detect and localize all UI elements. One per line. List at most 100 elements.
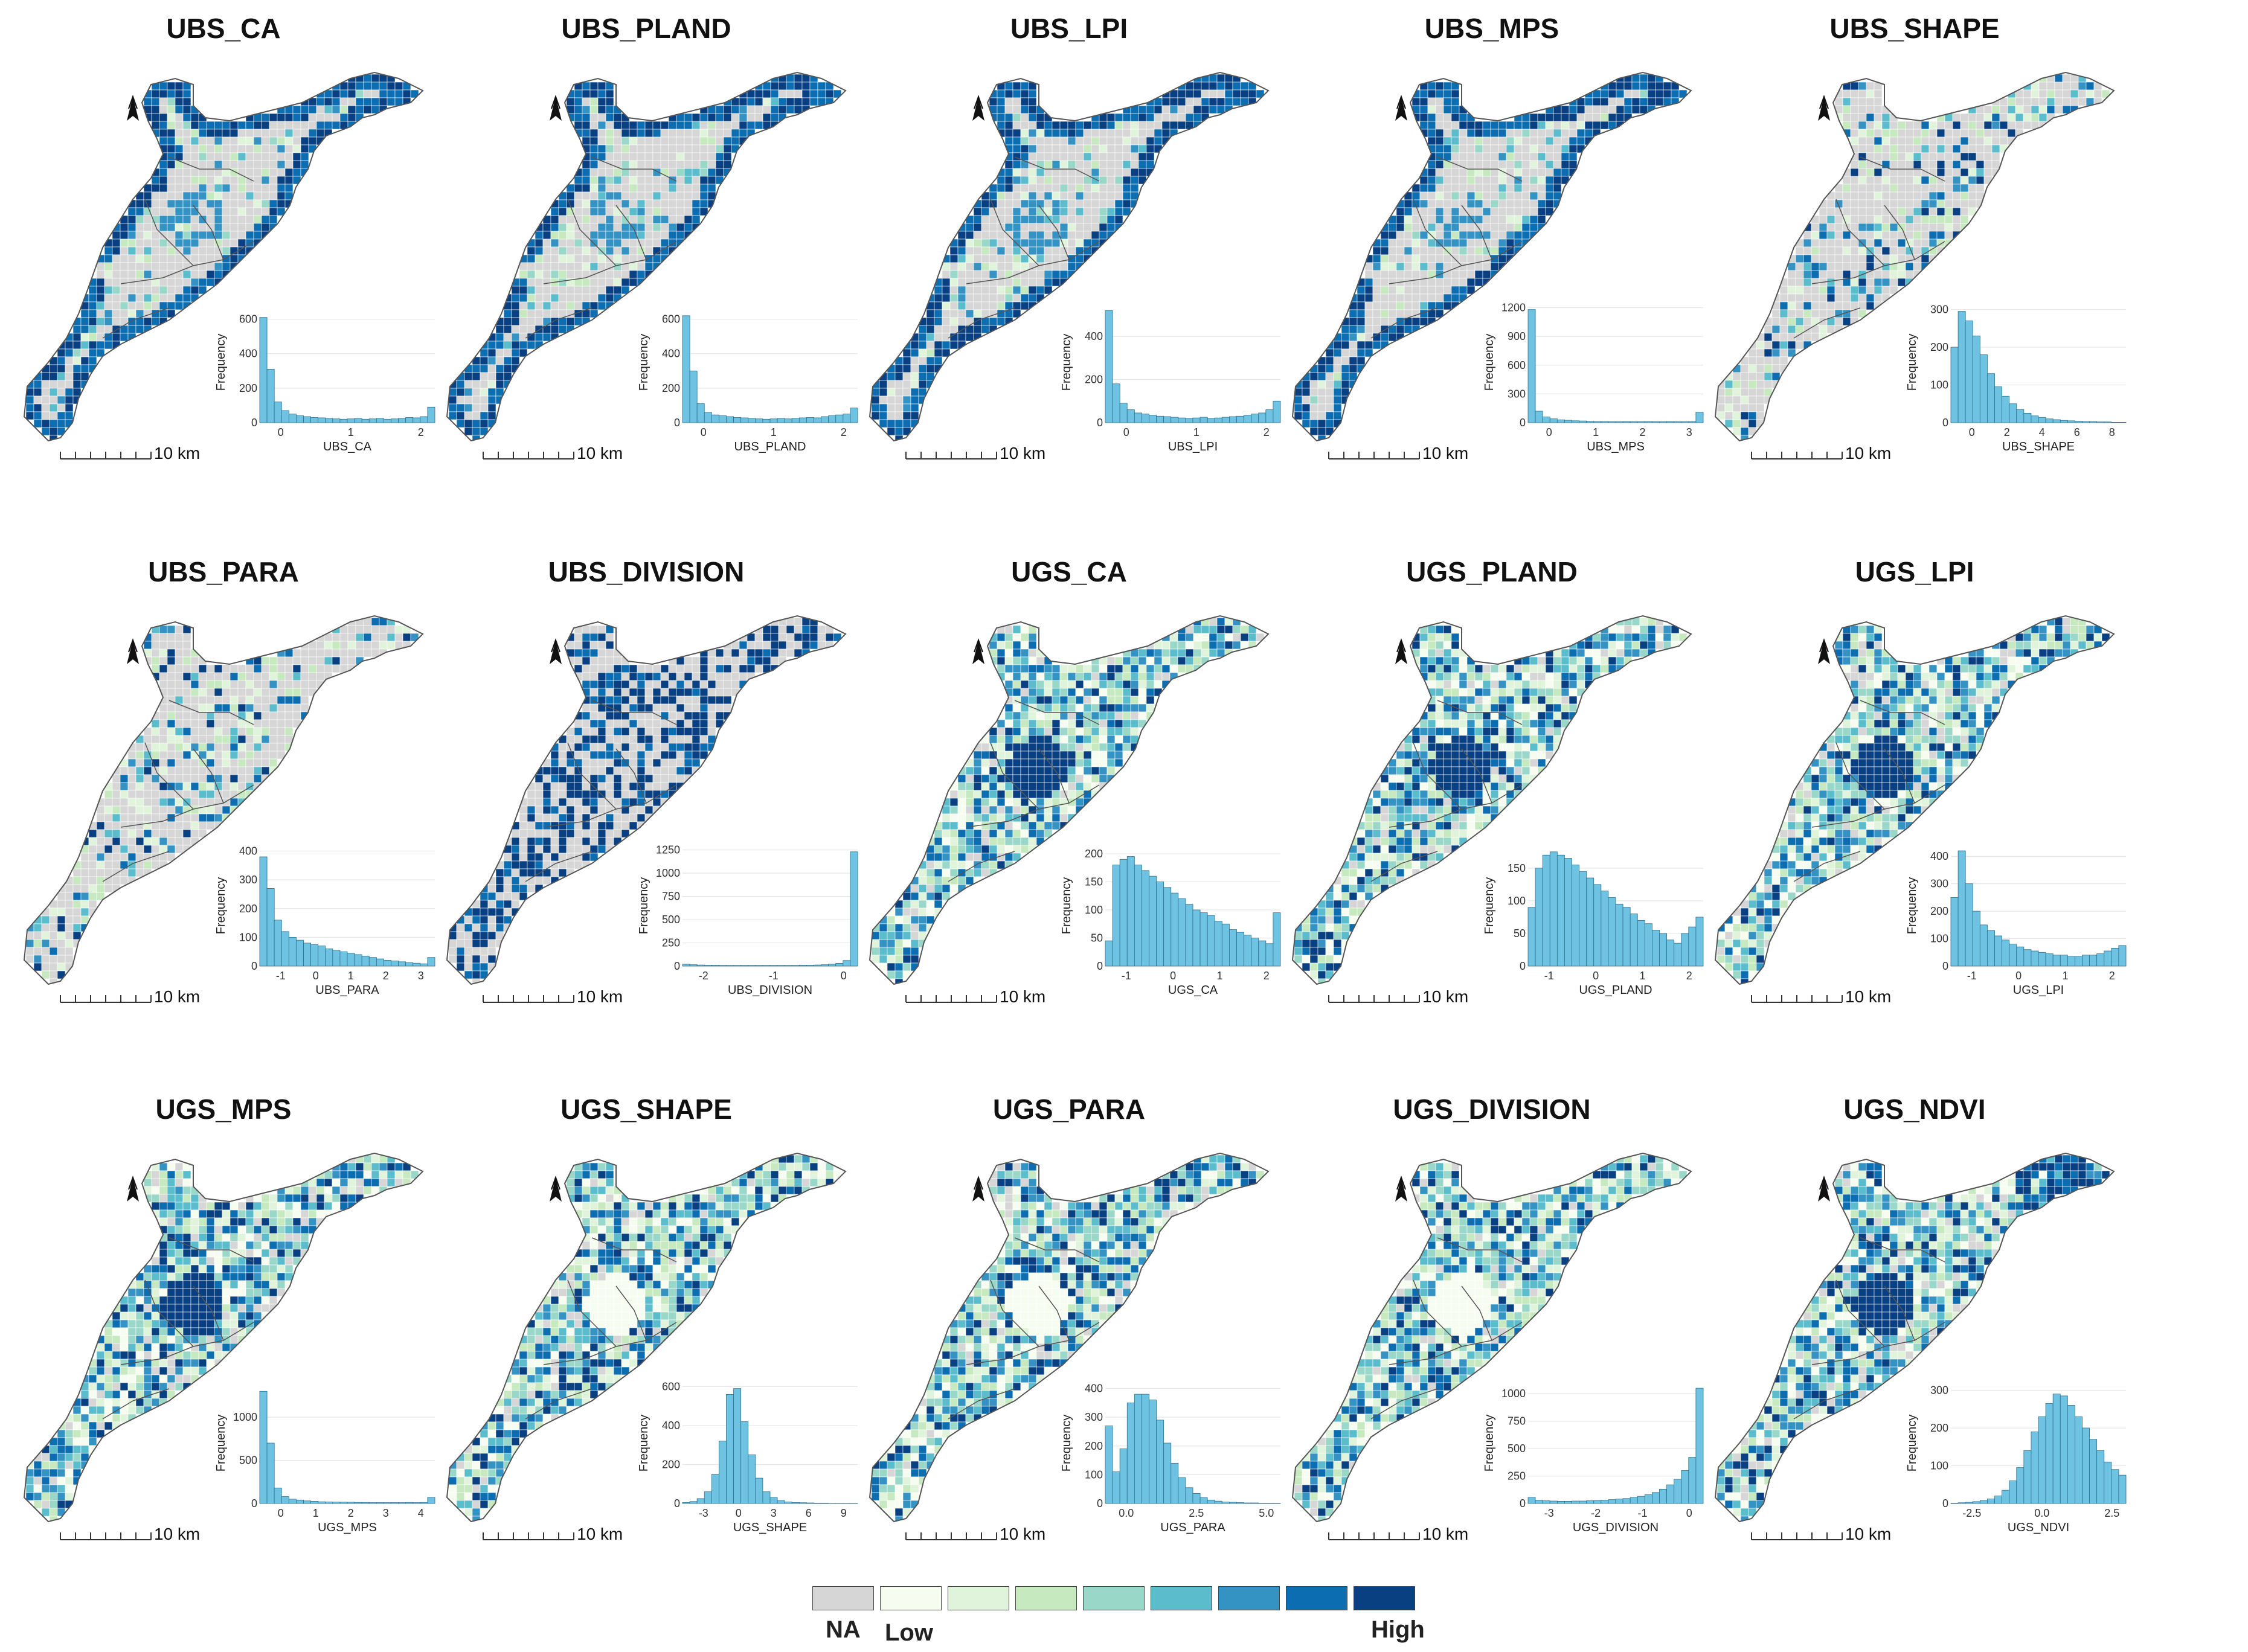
- map-cell: [1224, 82, 1233, 91]
- map-cell: [1850, 129, 1859, 138]
- map-cell: [206, 152, 215, 161]
- map-cell: [41, 419, 50, 428]
- x-axis-label: UBS_MPS: [1587, 440, 1645, 453]
- map-cell: [692, 743, 701, 752]
- map-cell: [1748, 364, 1757, 373]
- map-cell: [699, 719, 708, 728]
- map-cell: [794, 633, 803, 642]
- map-cell: [1732, 411, 1741, 420]
- map-cell: [112, 254, 121, 263]
- map-cell: [72, 364, 82, 373]
- map-cell: [1724, 411, 1733, 420]
- histogram-bar: [2104, 421, 2112, 423]
- map-cell: [794, 82, 803, 91]
- x-tick-label: 0: [1123, 426, 1129, 438]
- map-cell: [1608, 105, 1617, 114]
- map-cell: [1514, 121, 1523, 130]
- map-cell: [175, 215, 184, 224]
- map-cell: [300, 703, 309, 712]
- map-cell: [1052, 278, 1061, 287]
- map-cell: [1052, 168, 1061, 177]
- map-cell: [214, 191, 223, 200]
- map-cell: [629, 136, 638, 146]
- map-cell: [72, 915, 82, 924]
- map-cell: [1443, 129, 1452, 138]
- map-cell: [566, 766, 575, 775]
- map-cell: [1130, 176, 1139, 185]
- map-cell: [175, 239, 184, 248]
- map-cell: [167, 82, 176, 91]
- map-cell: [1842, 89, 1851, 98]
- map-cell: [175, 254, 184, 263]
- map-cell: [1858, 223, 1867, 232]
- map-cell: [1976, 152, 1985, 161]
- map-cell: [167, 184, 176, 193]
- map-cell: [1858, 160, 1867, 169]
- map-cell: [1067, 191, 1076, 200]
- map-cell: [550, 254, 559, 263]
- map-cell: [1028, 184, 1037, 193]
- map-cell: [72, 892, 82, 901]
- map-cell: [989, 223, 998, 232]
- map-cell: [1826, 301, 1835, 310]
- map-cell: [519, 278, 528, 287]
- map-cell: [1936, 223, 1945, 232]
- x-axis-label: UBS_PARA: [315, 984, 379, 997]
- map-cell: [1451, 144, 1460, 153]
- map-cell: [1858, 199, 1867, 208]
- map-cell: [120, 860, 129, 869]
- map-cell: [151, 774, 160, 783]
- map-cell: [786, 82, 795, 91]
- map-cell: [621, 129, 630, 138]
- map-cell: [574, 743, 583, 752]
- map-cell: [57, 395, 66, 405]
- map-cell: [629, 184, 638, 193]
- map-cell: [1004, 136, 1013, 146]
- map-cell: [1881, 129, 1890, 138]
- map-cell: [182, 105, 191, 114]
- map-cell: [1514, 223, 1523, 232]
- map-cell: [1443, 215, 1452, 224]
- map-cell: [261, 751, 270, 760]
- map-cell: [997, 105, 1006, 114]
- map-cell: [894, 380, 904, 389]
- map-cell: [989, 97, 998, 106]
- map-cell: [965, 239, 974, 248]
- map-cell: [1858, 286, 1867, 295]
- map-cell: [1960, 176, 1969, 185]
- map-cell: [629, 215, 638, 224]
- map-cell: [363, 97, 372, 106]
- map-cell: [621, 231, 630, 240]
- map-cell: [558, 751, 567, 760]
- map-cell: [190, 152, 199, 161]
- map-cell: [973, 325, 982, 334]
- map-cell: [206, 790, 215, 799]
- map-cell: [1036, 176, 1045, 185]
- map-cell: [1521, 223, 1530, 232]
- map-cell: [652, 176, 661, 185]
- map-cell: [754, 648, 763, 658]
- map-cell: [339, 641, 348, 650]
- map-cell: [660, 239, 669, 248]
- map-cell: [542, 293, 551, 303]
- map-cell: [1803, 286, 1812, 295]
- map-cell: [1968, 199, 1977, 208]
- map-cell: [182, 176, 191, 185]
- map-cell: [1976, 129, 1985, 138]
- map-cell: [1850, 168, 1859, 177]
- map-cell: [1724, 380, 1733, 389]
- map-cell: [574, 231, 583, 240]
- map-cell: [237, 735, 246, 744]
- map-cell: [527, 286, 536, 295]
- map-cell: [1913, 215, 1922, 224]
- map-cell: [558, 301, 567, 310]
- map-cell: [1819, 246, 1828, 255]
- map-cell: [1404, 325, 1413, 334]
- y-tick-label: 900: [1508, 330, 1526, 342]
- map-cell: [135, 254, 144, 263]
- map-cell: [159, 656, 168, 665]
- map-cell: [692, 207, 701, 216]
- map-cell: [214, 121, 223, 130]
- map-cell: [284, 121, 294, 130]
- map-cell: [332, 641, 341, 650]
